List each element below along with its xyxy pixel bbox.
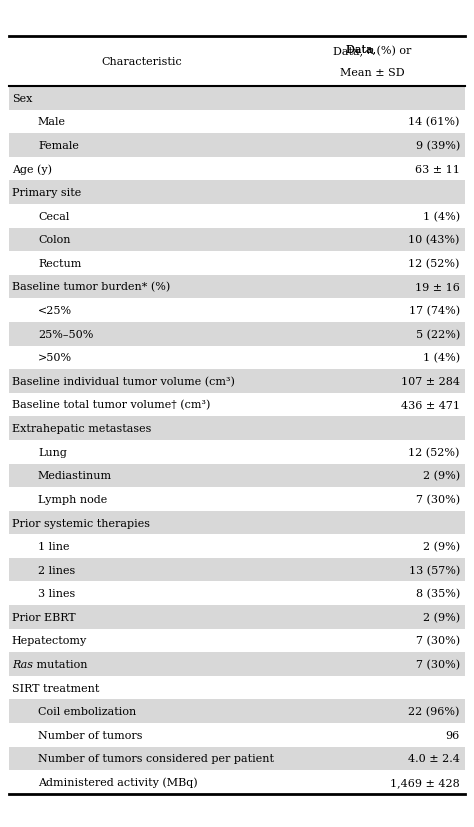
Text: 7 (30%): 7 (30%) <box>416 636 460 646</box>
Text: 7 (30%): 7 (30%) <box>416 659 460 669</box>
Text: 5 (22%): 5 (22%) <box>416 329 460 339</box>
Text: Prior systemic therapies: Prior systemic therapies <box>12 518 150 528</box>
Text: 13 (57%): 13 (57%) <box>409 565 460 575</box>
Text: n: n <box>366 46 374 56</box>
Text: Data,: Data, <box>346 45 380 55</box>
Text: Number of tumors considered per patient: Number of tumors considered per patient <box>38 753 274 763</box>
Bar <box>9 275 465 299</box>
Text: 107 ± 284: 107 ± 284 <box>401 376 460 386</box>
Text: 4.0 ± 2.4: 4.0 ± 2.4 <box>408 753 460 763</box>
Bar <box>9 134 465 158</box>
Text: Baseline total tumor volume† (cm³): Baseline total tumor volume† (cm³) <box>12 400 210 410</box>
Text: 17 (74%): 17 (74%) <box>409 306 460 316</box>
Text: 3 lines: 3 lines <box>38 589 75 599</box>
Text: 1 (4%): 1 (4%) <box>423 212 460 222</box>
Text: Mean ± SD: Mean ± SD <box>340 68 404 78</box>
Text: 12 (52%): 12 (52%) <box>409 447 460 457</box>
Text: 14 (61%): 14 (61%) <box>409 117 460 127</box>
Bar <box>9 511 465 534</box>
Text: 9 (39%): 9 (39%) <box>416 141 460 151</box>
Text: Female: Female <box>38 141 79 151</box>
Text: Baseline individual tumor volume (cm³): Baseline individual tumor volume (cm³) <box>12 376 235 386</box>
Text: 10 (43%): 10 (43%) <box>409 235 460 245</box>
Bar <box>9 417 465 440</box>
Text: Colon: Colon <box>38 235 71 245</box>
Bar <box>9 653 465 676</box>
Text: Rectum: Rectum <box>38 259 82 269</box>
Text: 63 ± 11: 63 ± 11 <box>415 165 460 174</box>
Bar <box>9 228 465 251</box>
Bar <box>9 558 465 582</box>
Text: Primary site: Primary site <box>12 188 81 198</box>
Bar <box>9 323 465 346</box>
Text: Data,: Data, <box>346 45 380 55</box>
Text: Lymph node: Lymph node <box>38 495 107 504</box>
Text: Baseline tumor burden* (%): Baseline tumor burden* (%) <box>12 282 170 292</box>
Bar <box>9 181 465 205</box>
Text: 2 lines: 2 lines <box>38 565 75 575</box>
Text: 1 (4%): 1 (4%) <box>423 353 460 363</box>
Bar <box>9 700 465 723</box>
Text: Lung: Lung <box>38 447 67 457</box>
Text: Number of tumors: Number of tumors <box>38 730 142 740</box>
Text: 1,469 ± 428: 1,469 ± 428 <box>390 777 460 787</box>
Text: Age (y): Age (y) <box>12 164 52 174</box>
Text: 19 ± 16: 19 ± 16 <box>415 282 460 292</box>
Text: 22 (96%): 22 (96%) <box>409 706 460 716</box>
Bar <box>9 370 465 394</box>
Text: Ras: Ras <box>12 659 33 669</box>
Bar <box>9 464 465 488</box>
Text: 1 line: 1 line <box>38 542 69 552</box>
Text: >50%: >50% <box>38 353 72 363</box>
Text: 25%–50%: 25%–50% <box>38 329 93 339</box>
Text: Hepatectomy: Hepatectomy <box>12 636 87 646</box>
Text: Extrahepatic metastases: Extrahepatic metastases <box>12 423 151 433</box>
Text: (%) or: (%) or <box>374 46 411 56</box>
Text: 436 ± 471: 436 ± 471 <box>401 400 460 410</box>
Text: Data,: Data, <box>333 46 366 56</box>
Text: Cecal: Cecal <box>38 212 69 222</box>
Text: Mediastinum: Mediastinum <box>38 471 112 480</box>
Text: 8 (35%): 8 (35%) <box>416 589 460 599</box>
Bar <box>9 87 465 110</box>
Text: 96: 96 <box>446 730 460 740</box>
Text: 12 (52%): 12 (52%) <box>409 259 460 269</box>
Text: Administered activity (MBq): Administered activity (MBq) <box>38 777 198 787</box>
Text: Prior EBRT: Prior EBRT <box>12 612 75 622</box>
Bar <box>9 747 465 771</box>
Bar <box>9 605 465 629</box>
Text: mutation: mutation <box>33 659 87 669</box>
Text: <25%: <25% <box>38 306 72 316</box>
Text: 7 (30%): 7 (30%) <box>416 495 460 504</box>
Text: 2 (9%): 2 (9%) <box>423 612 460 622</box>
Text: 2 (9%): 2 (9%) <box>423 542 460 552</box>
Text: Sex: Sex <box>12 93 32 103</box>
Text: 2 (9%): 2 (9%) <box>423 471 460 480</box>
Text: Characteristic: Characteristic <box>102 57 182 67</box>
Text: Male: Male <box>38 117 66 127</box>
Text: Coil embolization: Coil embolization <box>38 706 136 716</box>
Text: SIRT treatment: SIRT treatment <box>12 683 99 693</box>
